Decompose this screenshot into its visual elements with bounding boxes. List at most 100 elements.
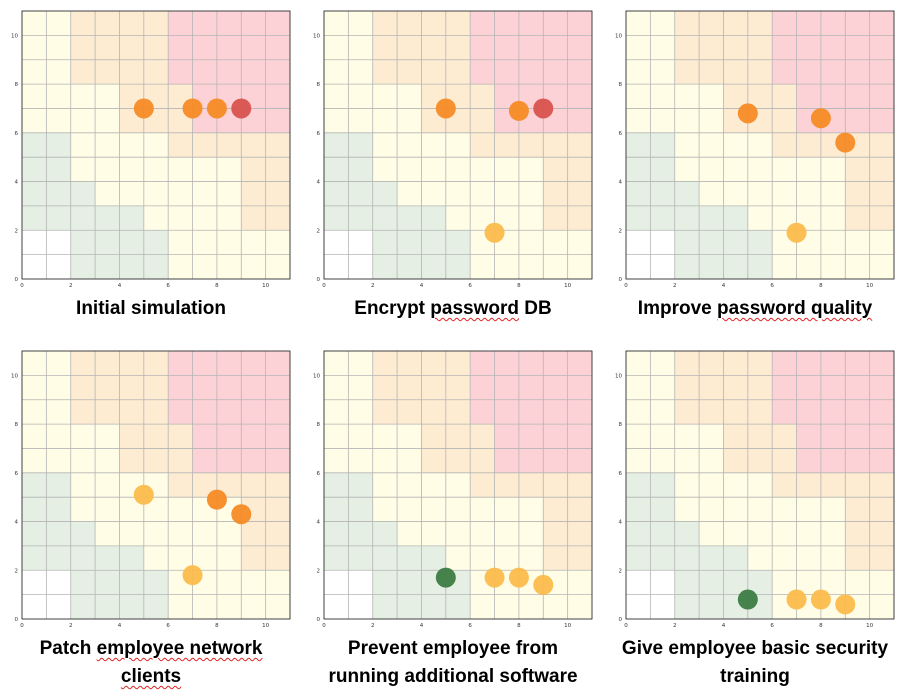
risk-zone-orange xyxy=(168,472,242,498)
panel-patch-employee-network-clients: 0 2 4 6 8 10 0 2 4 6 8 10 Patch employee network clie… xyxy=(0,340,302,697)
chart-title-segment: running additional software xyxy=(328,666,578,687)
x-tick-label: 0 xyxy=(624,623,628,629)
y-tick-label: 2 xyxy=(15,228,19,234)
data-point-low xyxy=(435,567,456,588)
y-tick-label: 2 xyxy=(15,568,19,574)
y-tick-label: 4 xyxy=(317,520,321,526)
data-point-critical xyxy=(231,98,252,119)
axes-frame xyxy=(323,10,593,280)
y-tick-label: 10 xyxy=(313,373,320,379)
y-tick-label: 6 xyxy=(15,131,19,137)
chart-title-segment: password xyxy=(430,298,519,319)
x-tick-label: 4 xyxy=(118,283,122,289)
y-tick-label: 10 xyxy=(313,33,320,39)
x-tick-label: 8 xyxy=(215,283,219,289)
y-tick-label: 6 xyxy=(619,131,623,137)
x-tick-label: 10 xyxy=(866,283,873,289)
chart-title-segment: clients xyxy=(120,666,182,687)
chart-title: Prevent employee from running additional … xyxy=(302,635,604,691)
y-tick-label: 10 xyxy=(11,33,18,39)
x-tick-label: 6 xyxy=(770,623,774,629)
data-point-high xyxy=(206,98,227,119)
data-point-medium xyxy=(786,222,807,243)
y-tick-label: 4 xyxy=(15,520,19,526)
x-tick-label: 6 xyxy=(166,283,170,289)
chart-svg: 0 2 4 6 8 10 0 2 4 6 8 10 xyxy=(615,10,895,289)
chart-title-segment: password quality xyxy=(717,298,873,319)
panel-prevent-additional-software: 0 2 4 6 8 10 0 2 4 6 8 10 Prevent employee from runni… xyxy=(302,340,604,697)
chart-title: Patch employee network clients xyxy=(0,635,302,691)
panel-encrypt-password-db: 0 2 4 6 8 10 0 2 4 6 8 10 Encrypt password DB xyxy=(302,0,604,340)
panel-improve-password-quality: 0 2 4 6 8 10 0 2 4 6 8 10 Improve password quality xyxy=(604,0,906,340)
y-tick-label: 4 xyxy=(317,180,321,186)
x-tick-label: 2 xyxy=(69,623,73,629)
y-tick-label: 0 xyxy=(317,617,321,623)
chart-svg: 0 2 4 6 8 10 0 2 4 6 8 10 xyxy=(11,350,291,629)
data-point-medium xyxy=(810,589,831,610)
x-tick-label: 2 xyxy=(673,623,677,629)
y-tick-label: 0 xyxy=(15,617,19,623)
x-tick-label: 4 xyxy=(722,623,726,629)
axes-frame xyxy=(625,350,895,620)
risk-zone-red xyxy=(470,351,592,425)
x-tick-label: 10 xyxy=(262,283,269,289)
x-tick-label: 8 xyxy=(819,283,823,289)
chart-title: Initial simulation xyxy=(0,295,302,323)
x-tick-label: 2 xyxy=(371,623,375,629)
x-tick-label: 10 xyxy=(564,623,571,629)
data-point-high xyxy=(737,103,758,124)
y-tick-label: 4 xyxy=(619,180,623,186)
risk-zone-red xyxy=(772,351,894,425)
x-tick-label: 4 xyxy=(420,623,424,629)
data-point-high xyxy=(133,98,154,119)
chart-title-segment: employee network xyxy=(96,638,263,659)
chart-title-segment: Encrypt xyxy=(354,298,431,319)
y-tick-label: 0 xyxy=(15,277,19,283)
x-tick-label: 10 xyxy=(866,623,873,629)
chart-svg: 0 2 4 6 8 10 0 2 4 6 8 10 xyxy=(313,350,593,629)
x-tick-label: 0 xyxy=(624,283,628,289)
risk-zone-orange xyxy=(772,472,846,498)
risk-zone-red xyxy=(168,11,290,85)
chart-title-segment: training xyxy=(720,666,790,687)
chart-title-line: Improve password quality xyxy=(604,295,906,323)
y-tick-label: 10 xyxy=(11,373,18,379)
axes-frame xyxy=(21,10,291,280)
chart-title: Encrypt password DB xyxy=(302,295,604,323)
chart-title-line: Initial simulation xyxy=(0,295,302,323)
data-point-high xyxy=(206,489,227,510)
data-point-high xyxy=(231,504,252,525)
x-tick-label: 8 xyxy=(517,283,521,289)
y-tick-label: 10 xyxy=(615,33,622,39)
data-point-medium xyxy=(835,594,856,615)
risk-zone-orange xyxy=(772,132,846,158)
x-tick-label: 2 xyxy=(673,283,677,289)
y-tick-label: 8 xyxy=(15,82,19,88)
data-point-high xyxy=(508,100,529,121)
chart-svg: 0 2 4 6 8 10 0 2 4 6 8 10 xyxy=(615,350,895,629)
chart-title-line: training xyxy=(604,663,906,691)
x-tick-label: 8 xyxy=(517,623,521,629)
y-tick-label: 0 xyxy=(317,277,321,283)
risk-zone-orange xyxy=(470,132,544,158)
chart-title-segment: DB xyxy=(519,298,552,319)
data-point-medium xyxy=(786,589,807,610)
chart-title-line: clients xyxy=(0,663,302,691)
chart-title-line: Give employee basic security xyxy=(604,635,906,663)
chart-title-line: Encrypt password DB xyxy=(302,295,604,323)
data-point-medium xyxy=(533,574,554,595)
x-tick-label: 8 xyxy=(819,623,823,629)
y-tick-label: 4 xyxy=(619,520,623,526)
chart-title-segment: Prevent employee from xyxy=(347,638,559,659)
x-tick-label: 2 xyxy=(69,283,73,289)
data-point-medium xyxy=(484,222,505,243)
data-point-medium xyxy=(508,567,529,588)
chart-title-line: running additional software xyxy=(302,663,604,691)
x-tick-label: 10 xyxy=(564,283,571,289)
axes-frame xyxy=(21,350,291,620)
x-tick-label: 0 xyxy=(20,623,24,629)
risk-zone-red xyxy=(470,11,592,85)
y-tick-label: 8 xyxy=(15,422,19,428)
x-tick-label: 0 xyxy=(322,623,326,629)
chart-title-line: Prevent employee from xyxy=(302,635,604,663)
